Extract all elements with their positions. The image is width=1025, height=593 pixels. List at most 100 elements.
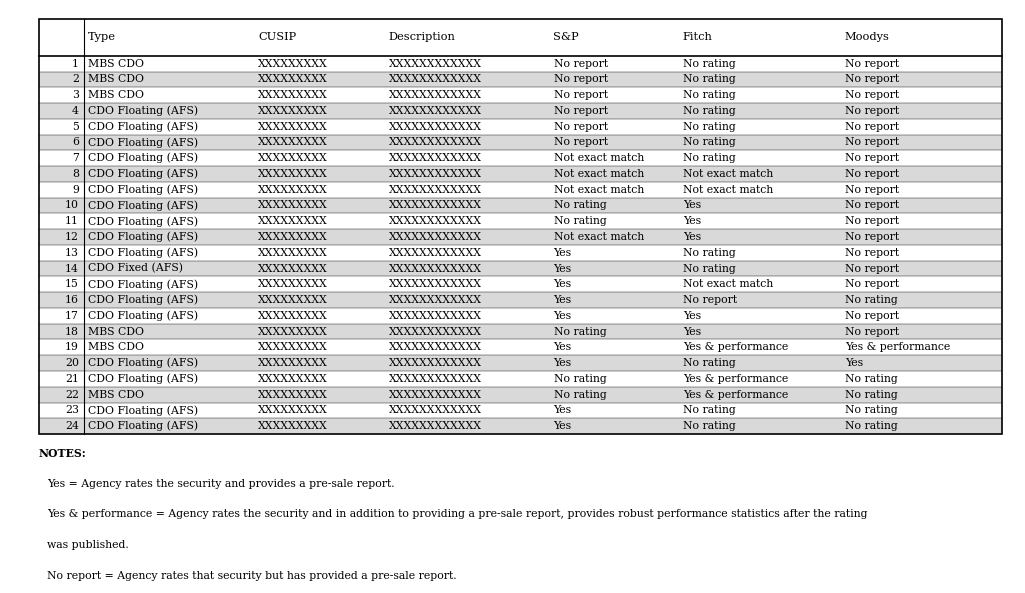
Bar	[39, 213, 1002, 229]
Text: No report: No report	[845, 106, 899, 116]
Text: CDO Floating (AFS): CDO Floating (AFS)	[88, 216, 198, 227]
Text: XXXXXXXXXXXX: XXXXXXXXXXXX	[388, 406, 482, 416]
Text: XXXXXXXXXXXX: XXXXXXXXXXXX	[388, 295, 482, 305]
Text: XXXXXXXXX: XXXXXXXXX	[258, 248, 328, 258]
Text: No rating: No rating	[845, 295, 897, 305]
Text: XXXXXXXXXXXX: XXXXXXXXXXXX	[388, 327, 482, 337]
Text: No report: No report	[845, 216, 899, 227]
Text: No report: No report	[845, 59, 899, 69]
Text: XXXXXXXXX: XXXXXXXXX	[258, 122, 328, 132]
Text: XXXXXXXXX: XXXXXXXXX	[258, 358, 328, 368]
Text: MBS CDO: MBS CDO	[88, 59, 145, 69]
Text: XXXXXXXXX: XXXXXXXXX	[258, 106, 328, 116]
Bar	[39, 56, 1002, 72]
Text: XXXXXXXXX: XXXXXXXXX	[258, 169, 328, 179]
Text: No rating: No rating	[845, 421, 897, 431]
Text: CDO Floating (AFS): CDO Floating (AFS)	[88, 311, 198, 321]
Text: 1: 1	[72, 59, 79, 69]
Text: XXXXXXXXX: XXXXXXXXX	[258, 406, 328, 416]
Bar	[39, 197, 1002, 213]
Bar	[39, 229, 1002, 245]
Text: CDO Floating (AFS): CDO Floating (AFS)	[88, 279, 198, 289]
Text: No rating: No rating	[683, 90, 735, 100]
Text: 16: 16	[65, 295, 79, 305]
Text: No report: No report	[554, 106, 608, 116]
Text: XXXXXXXXXXXX: XXXXXXXXXXXX	[388, 358, 482, 368]
Text: No rating: No rating	[845, 406, 897, 416]
Text: Yes & performance: Yes & performance	[683, 374, 788, 384]
Bar	[39, 151, 1002, 166]
Text: Yes: Yes	[554, 295, 572, 305]
Text: No report: No report	[845, 327, 899, 337]
Text: 2: 2	[72, 74, 79, 84]
Text: Yes: Yes	[554, 342, 572, 352]
Text: 9: 9	[72, 185, 79, 195]
Text: XXXXXXXXX: XXXXXXXXX	[258, 200, 328, 211]
Text: 14: 14	[65, 263, 79, 273]
Text: No report: No report	[554, 122, 608, 132]
Text: No report: No report	[845, 153, 899, 163]
Text: S&P: S&P	[554, 33, 579, 42]
Bar	[39, 87, 1002, 103]
Text: XXXXXXXXXXXX: XXXXXXXXXXXX	[388, 216, 482, 227]
Text: No rating: No rating	[554, 216, 606, 227]
Text: MBS CDO: MBS CDO	[88, 342, 145, 352]
Text: CDO Floating (AFS): CDO Floating (AFS)	[88, 168, 198, 179]
Text: CUSIP: CUSIP	[258, 33, 296, 42]
Text: No rating: No rating	[683, 358, 735, 368]
Text: XXXXXXXXX: XXXXXXXXX	[258, 342, 328, 352]
Text: No rating: No rating	[845, 390, 897, 400]
Text: CDO Floating (AFS): CDO Floating (AFS)	[88, 405, 198, 416]
Text: No rating: No rating	[683, 59, 735, 69]
Text: Yes: Yes	[554, 263, 572, 273]
Bar	[39, 261, 1002, 276]
Text: CDO Floating (AFS): CDO Floating (AFS)	[88, 295, 198, 305]
Text: CDO Floating (AFS): CDO Floating (AFS)	[88, 137, 198, 148]
Text: CDO Floating (AFS): CDO Floating (AFS)	[88, 358, 198, 368]
Text: No report: No report	[683, 295, 737, 305]
Text: 19: 19	[65, 342, 79, 352]
Text: Fitch: Fitch	[683, 33, 712, 42]
Text: CDO Floating (AFS): CDO Floating (AFS)	[88, 374, 198, 384]
Text: XXXXXXXXX: XXXXXXXXX	[258, 216, 328, 227]
Text: No report: No report	[845, 263, 899, 273]
Text: Yes = Agency rates the security and provides a pre-sale report.: Yes = Agency rates the security and prov…	[47, 479, 395, 489]
Text: No rating: No rating	[683, 138, 735, 148]
Text: Description: Description	[388, 33, 455, 42]
Text: XXXXXXXXX: XXXXXXXXX	[258, 374, 328, 384]
Text: Yes: Yes	[554, 248, 572, 258]
Text: No report: No report	[554, 74, 608, 84]
Text: XXXXXXXXXXXX: XXXXXXXXXXXX	[388, 122, 482, 132]
Text: 10: 10	[65, 200, 79, 211]
Text: No rating: No rating	[683, 122, 735, 132]
Text: MBS CDO: MBS CDO	[88, 74, 145, 84]
Text: Yes & performance: Yes & performance	[683, 390, 788, 400]
Text: CDO Fixed (AFS): CDO Fixed (AFS)	[88, 263, 183, 274]
Text: Not exact match: Not exact match	[554, 185, 644, 195]
Text: No report: No report	[554, 90, 608, 100]
Text: No rating: No rating	[554, 200, 606, 211]
Text: XXXXXXXXX: XXXXXXXXX	[258, 138, 328, 148]
Text: CDO Floating (AFS): CDO Floating (AFS)	[88, 153, 198, 164]
Text: MBS CDO: MBS CDO	[88, 327, 145, 337]
Text: Yes: Yes	[845, 358, 863, 368]
Text: Yes: Yes	[683, 216, 701, 227]
Text: XXXXXXXXX: XXXXXXXXX	[258, 295, 328, 305]
Text: XXXXXXXXXXXX: XXXXXXXXXXXX	[388, 138, 482, 148]
Text: 18: 18	[65, 327, 79, 337]
Text: XXXXXXXXXXXX: XXXXXXXXXXXX	[388, 200, 482, 211]
Text: No rating: No rating	[683, 421, 735, 431]
Text: XXXXXXXXX: XXXXXXXXX	[258, 185, 328, 195]
Text: 12: 12	[65, 232, 79, 242]
Text: Not exact match: Not exact match	[683, 185, 773, 195]
Bar	[39, 119, 1002, 135]
Text: No rating: No rating	[554, 390, 606, 400]
Text: 3: 3	[72, 90, 79, 100]
Text: Yes & performance: Yes & performance	[683, 342, 788, 352]
Text: No report: No report	[845, 185, 899, 195]
Text: No rating: No rating	[845, 374, 897, 384]
Text: No report: No report	[845, 74, 899, 84]
Bar	[39, 135, 1002, 151]
Text: 8: 8	[72, 169, 79, 179]
Text: Yes: Yes	[683, 311, 701, 321]
